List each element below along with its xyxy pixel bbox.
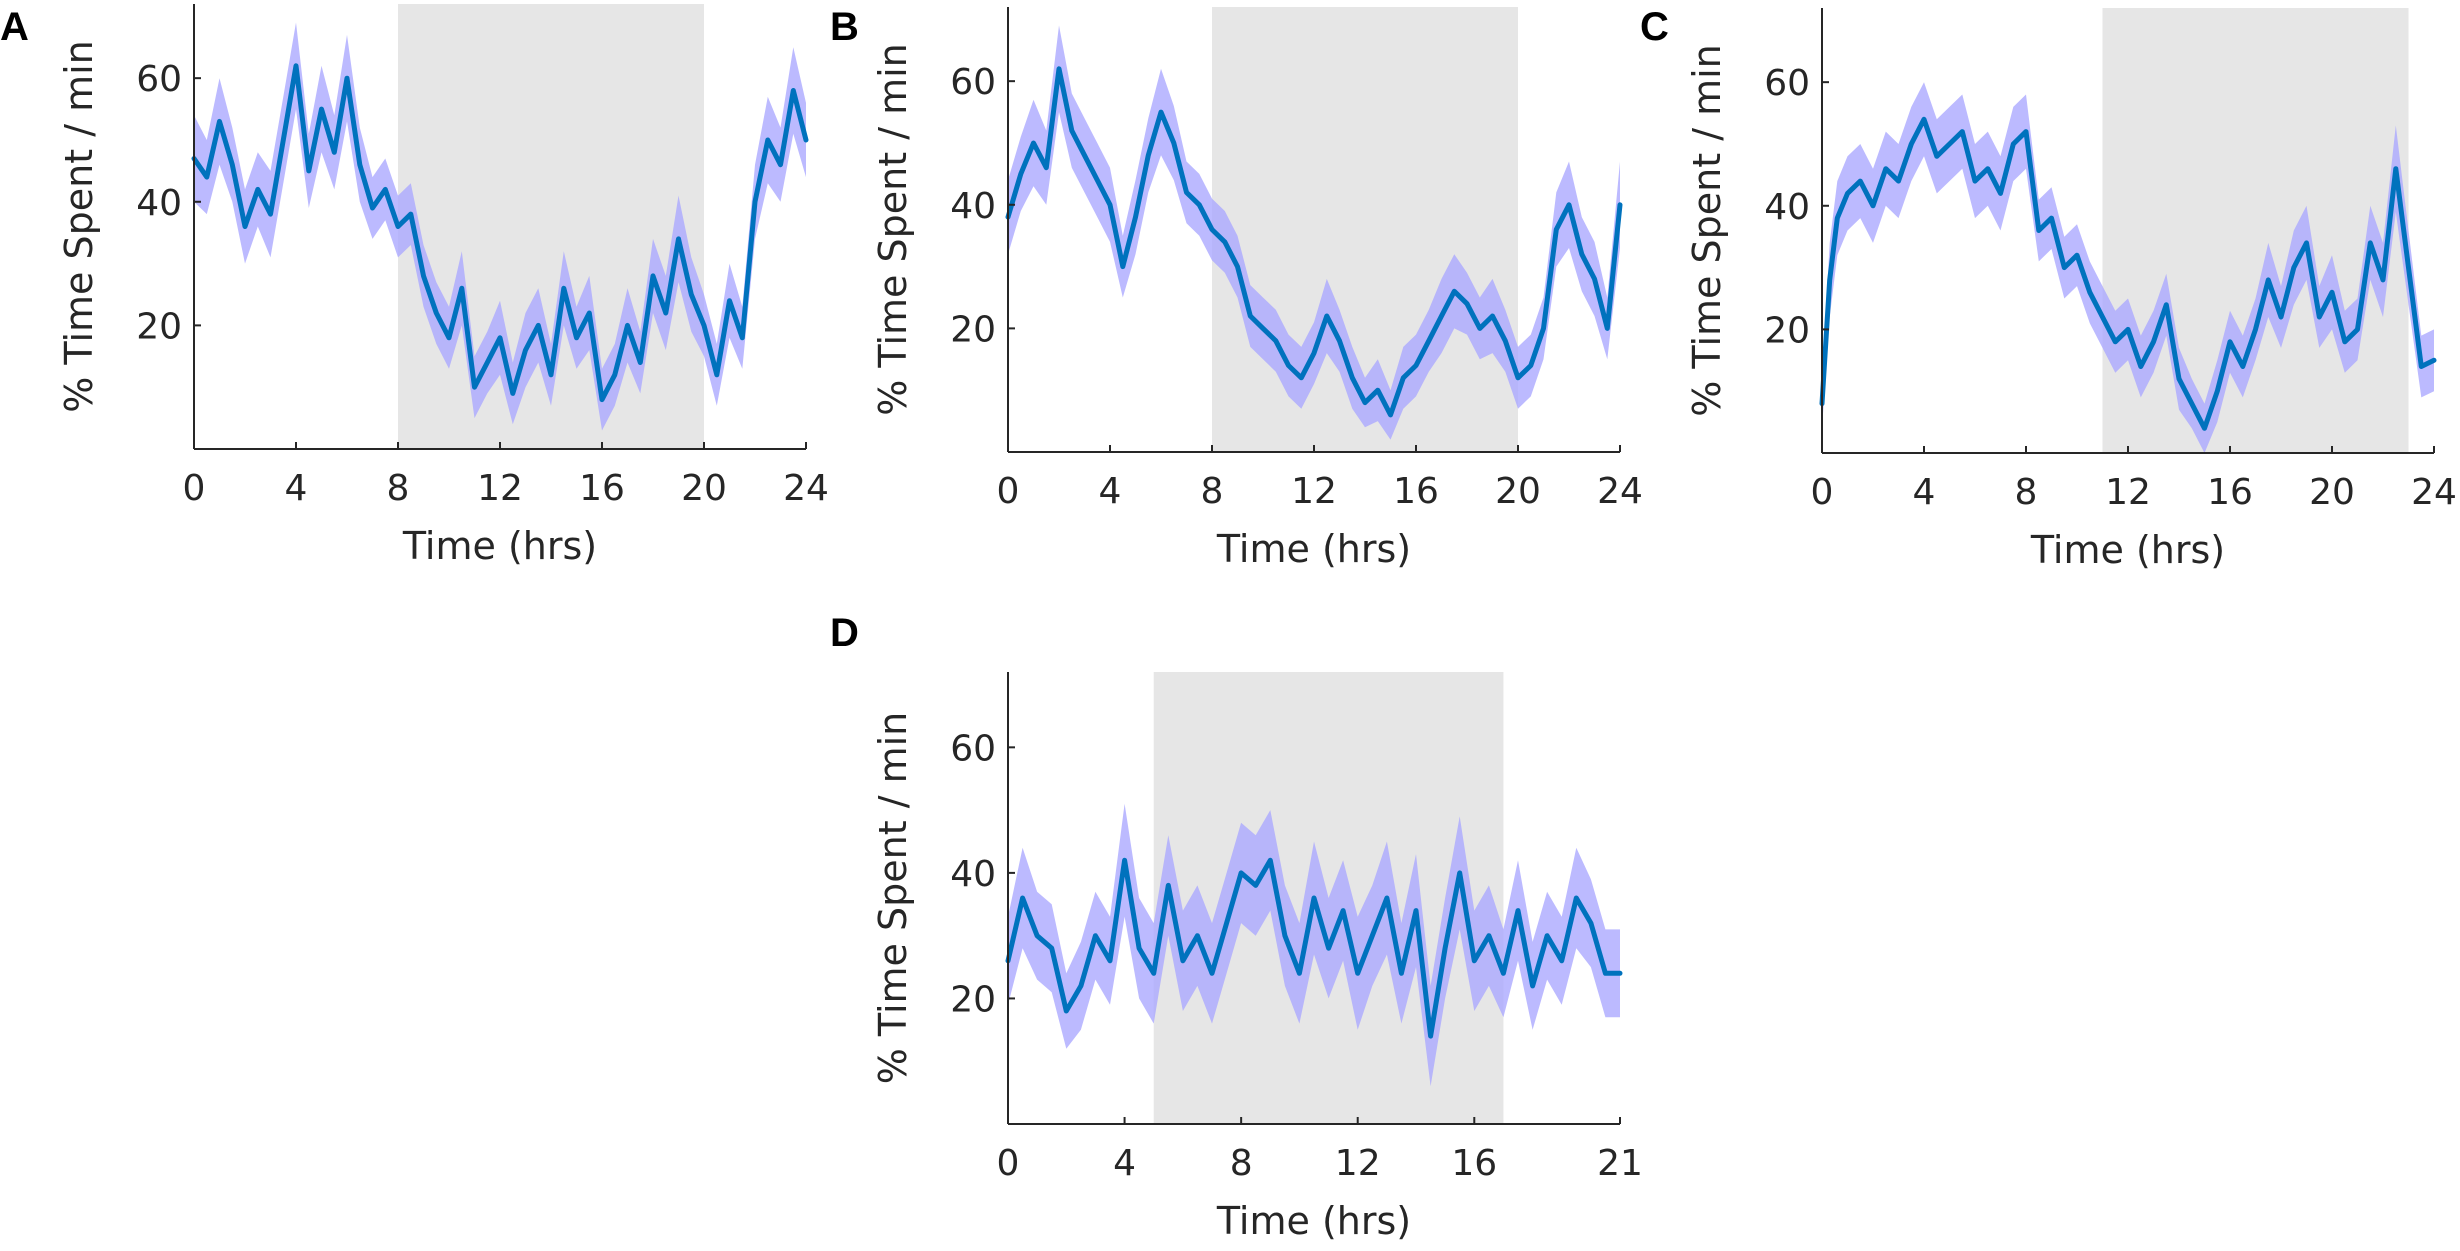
y-tick-label: 40 [950,854,996,895]
panel-letter: A [0,5,29,49]
x-tick-label: 0 [997,1143,1020,1184]
x-tick-label: 4 [285,468,308,509]
x-tick-label: 20 [2309,472,2355,513]
x-tick-label: 8 [1201,471,1224,512]
mean-line [191,63,809,403]
x-tick-label: 8 [1230,1143,1253,1184]
y-tick-label: 20 [136,306,182,347]
y-tick-label: 20 [950,309,996,350]
y-axis-title: % Time Spent / min [871,43,915,416]
x-axis-title: Time (hrs) [1216,1199,1411,1243]
x-tick-label: 12 [1291,471,1337,512]
x-axis-title: Time (hrs) [1216,527,1411,571]
x-tick-label: 20 [1495,471,1541,512]
mean-line [1005,66,1623,418]
panel-d: D 0 4 8 12 16 21 20 40 60 Time (hrs) % Time Spent /… [830,611,1643,1243]
x-tick-label: 8 [387,468,410,509]
x-tick-label: 20 [681,468,727,509]
x-tick-label: 16 [1393,471,1439,512]
panel-b: B 0 4 8 12 16 20 24 20 40 60 Time (hrs) % Time Spent… [830,5,1643,571]
x-tick-label: 12 [1335,1143,1381,1184]
x-tick-label: 24 [2411,472,2457,513]
y-axis-title: % Time Spent / min [1685,44,1729,417]
y-tick-label: 20 [950,979,996,1020]
y-tick-label: 40 [1764,187,1810,228]
x-tick-label: 21 [1597,1143,1643,1184]
x-tick-label: 4 [1913,472,1936,513]
mean-line [1005,857,1623,1039]
error-band [1008,803,1620,1087]
x-tick-label: 0 [1811,472,1834,513]
x-tick-label: 16 [579,468,625,509]
panel-letter: D [830,611,859,655]
panel-letter: C [1640,5,1669,49]
error-band [1008,25,1620,440]
x-tick-label: 0 [997,471,1020,512]
y-axis-title: % Time Spent / min [871,712,915,1085]
y-tick-label: 40 [950,186,996,227]
x-tick-label: 4 [1099,471,1122,512]
y-tick-label: 20 [1764,310,1810,351]
x-tick-label: 16 [1451,1143,1497,1184]
x-tick-label: 8 [2015,472,2038,513]
x-tick-label: 0 [183,468,206,509]
x-tick-label: 24 [783,468,829,509]
y-axis-title: % Time Spent / min [57,40,101,413]
x-axis-title: Time (hrs) [402,524,597,568]
panel-c: C 0 4 8 12 16 20 24 20 40 60 Time (hrs) % Time Spent… [1640,5,2457,572]
x-axis-title: Time (hrs) [2030,528,2225,572]
x-tick-label: 16 [2207,472,2253,513]
y-tick-label: 60 [950,728,996,769]
x-tick-label: 4 [1113,1143,1136,1184]
y-tick-label: 60 [1764,63,1810,104]
x-tick-label: 12 [477,468,523,509]
y-tick-label: 40 [136,183,182,224]
panel-letter: B [830,5,859,49]
x-tick-label: 24 [1597,471,1643,512]
x-tick-label: 12 [2105,472,2151,513]
mean-line [1819,116,2437,431]
y-tick-label: 60 [136,59,182,100]
dark-period-shade [2102,8,2409,453]
panel-a: A 0 4 8 12 16 20 24 20 40 60 Time (hrs) % Time Spent… [0,4,829,568]
y-tick-label: 60 [950,62,996,103]
